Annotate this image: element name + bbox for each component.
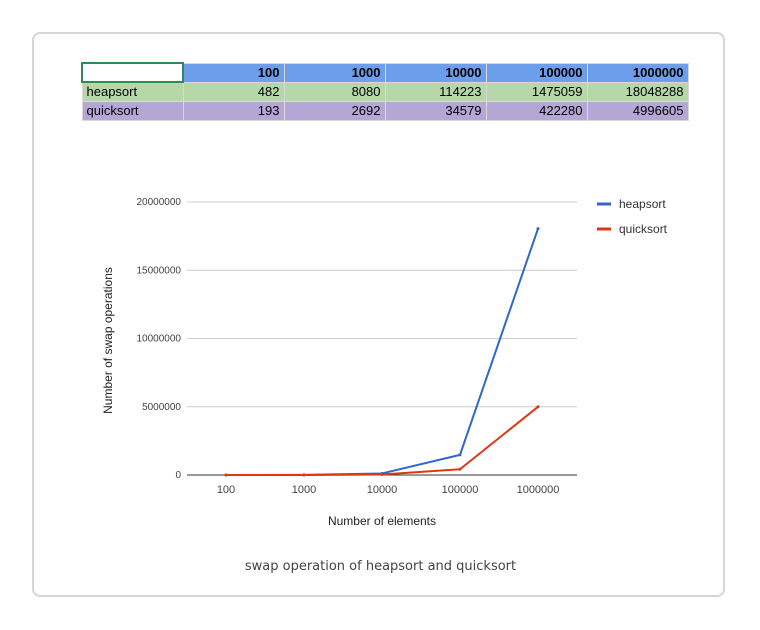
- table-cell[interactable]: 2692: [283, 100, 386, 121]
- x-tick-label: 10000: [367, 484, 398, 496]
- table-header-cell[interactable]: 1000000: [586, 62, 689, 83]
- table-header-cell[interactable]: 100: [182, 62, 285, 83]
- table-cell[interactable]: 193: [182, 100, 285, 121]
- table-cell[interactable]: 34579: [384, 100, 487, 121]
- line-chart: 0 5000000 10000000 15000000 20000000 100 1000 1…: [101, 197, 668, 528]
- legend-label-heapsort: heapsort: [619, 197, 666, 211]
- data-point-quicksort: [458, 467, 462, 471]
- table-cell[interactable]: 4996605: [586, 100, 689, 121]
- x-tick-label: 100: [217, 484, 235, 496]
- table-row-label[interactable]: quicksort: [81, 100, 184, 121]
- data-point-quicksort: [302, 473, 306, 477]
- table-cell[interactable]: 422280: [485, 100, 588, 121]
- data-table: 100 1000 10000 100000 1000000 heapsort 4…: [81, 62, 689, 121]
- series-line-quicksort: [225, 406, 539, 476]
- table-cell-selected[interactable]: [81, 62, 184, 83]
- table-row-quicksort: quicksort 193 2692 34579 422280 4996605: [81, 100, 689, 121]
- data-point-quicksort: [536, 405, 540, 409]
- table-header-cell[interactable]: 10000: [384, 62, 487, 83]
- series-line-heapsort: [225, 228, 539, 476]
- chart-caption: swap operation of heapsort and quicksort: [244, 559, 517, 574]
- x-axis-title: Number of elements: [328, 514, 436, 528]
- y-tick-label: 20000000: [137, 197, 182, 208]
- table-cell[interactable]: 18048288: [586, 81, 689, 102]
- y-tick-label: 15000000: [137, 265, 182, 276]
- data-point-quicksort: [224, 473, 228, 477]
- chart-card: 100 1000 10000 100000 1000000 heapsort 4…: [32, 32, 725, 597]
- x-tick-label: 1000: [292, 484, 316, 496]
- table-cell[interactable]: 114223: [384, 81, 487, 102]
- data-point-heapsort: [536, 227, 540, 231]
- data-point-quicksort: [380, 473, 384, 477]
- y-tick-label: 0: [175, 470, 181, 481]
- table-header-row: 100 1000 10000 100000 1000000: [81, 62, 689, 83]
- x-tick-label: 1000000: [517, 484, 560, 496]
- data-point-heapsort: [458, 453, 462, 457]
- y-axis-title: Number of swap operations: [101, 267, 115, 414]
- table-cell[interactable]: 8080: [283, 81, 386, 102]
- y-tick-label: 10000000: [137, 334, 182, 345]
- legend-label-quicksort: quicksort: [619, 222, 668, 236]
- x-tick-label: 100000: [442, 484, 479, 496]
- y-tick-label: 5000000: [142, 402, 181, 413]
